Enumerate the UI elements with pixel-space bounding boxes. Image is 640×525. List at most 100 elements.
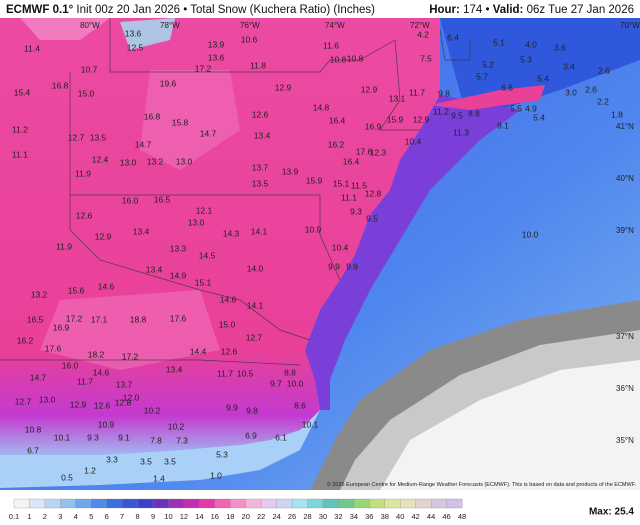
snow-amount-label: 14.5: [199, 250, 216, 260]
latitude-label: 40°N: [616, 174, 634, 183]
colorbar-segment: [430, 498, 448, 509]
snow-amount-label: 6.7: [27, 445, 39, 455]
colorbar-segment: [353, 498, 370, 509]
snow-amount-label: 13.1: [389, 93, 406, 103]
colorbar-tick-label: 48: [458, 512, 466, 521]
snow-amount-label: 3.0: [565, 87, 577, 97]
colorbar-segment: [44, 498, 61, 509]
snow-amount-label: 13.4: [254, 130, 271, 140]
snow-amount-label: 15.0: [78, 88, 95, 98]
product-name: Total Snow (Kuchera Ratio) (Inches): [190, 4, 375, 16]
snow-amount-label: 12.4: [92, 154, 109, 164]
colorbar-segment: [369, 498, 386, 509]
snow-amount-label: 13.0: [39, 394, 56, 404]
colorbar-segment: [307, 498, 324, 509]
snow-amount-label: 13.2: [31, 289, 48, 299]
snow-amount-label: 10.9: [305, 224, 322, 234]
snow-amount-label: 10.0: [522, 229, 539, 239]
snow-amount-label: 13.6: [208, 52, 225, 62]
snow-amount-label: 13.0: [176, 156, 193, 166]
colorbar-tick-label: 30: [319, 512, 327, 521]
snow-amount-label: 5.1: [493, 37, 505, 47]
valid-label: Valid:: [493, 4, 524, 16]
snow-amount-label: 14.7: [30, 372, 47, 382]
snow-amount-label: 14.1: [251, 226, 268, 236]
colorbar-tick-label: 9: [151, 512, 155, 521]
snow-amount-label: 12.1: [196, 205, 213, 215]
snow-amount-label: 16.8: [52, 80, 69, 90]
snow-amount-label: 17.6: [356, 146, 373, 156]
colorbar-tick-label: 44: [427, 512, 435, 521]
snow-amount-label: 1.0: [210, 470, 222, 480]
latitude-label: 36°N: [616, 384, 634, 393]
snow-amount-label: 12.6: [94, 400, 111, 410]
snow-amount-label: 13.7: [116, 379, 133, 389]
colorbar-tick-label: 12: [180, 512, 188, 521]
snow-amount-label: 1.2: [84, 465, 96, 475]
snow-amount-label: 12.0: [123, 392, 140, 402]
snow-amount-label: 13.4: [133, 226, 150, 236]
snow-amount-label: 10.0: [287, 378, 304, 388]
snow-amount-label: 14.0: [247, 263, 264, 273]
snow-amount-label: 7.3: [176, 435, 188, 445]
colorbar: 0.1 1 2 3 4 5 6 7 8 9 10 12 14 16 18 20 22 24 26 28 30 32 34 36…: [9, 498, 466, 521]
snow-amount-label: 14.7: [200, 128, 217, 138]
snow-amount-label: 9.5: [366, 213, 378, 223]
snow-amount-label: 0.5: [61, 472, 73, 482]
snow-amount-label: 2.2: [597, 96, 609, 106]
colorbar-tick-label: 22: [257, 512, 265, 521]
snow-amount-label: 12.7: [68, 132, 85, 142]
colorbar-tick-label: 2: [43, 512, 47, 521]
snow-amount-label: 10.6: [241, 34, 258, 44]
snow-amount-label: 17.2: [122, 351, 139, 361]
snow-amount-label: 4.0: [525, 39, 537, 49]
snow-amount-label: 14.6: [98, 281, 115, 291]
snow-amount-label: 16.2: [17, 335, 34, 345]
snow-amount-label: 16.4: [329, 115, 346, 125]
colorbar-segment: [60, 498, 77, 509]
colorbar-tick-label: 38: [381, 512, 389, 521]
snow-amount-label: 13.9: [208, 39, 225, 49]
snow-amount-label: 17.6: [45, 343, 62, 353]
snow-amount-label: 14.6: [220, 294, 237, 304]
snow-amount-label: 13.3: [170, 243, 187, 253]
snow-amount-label: 11.4: [24, 43, 40, 53]
colorbar-segment: [91, 498, 108, 509]
colorbar-tick-label: 40: [396, 512, 404, 521]
colorbar-tick-label: 1: [27, 512, 31, 521]
latitude-label: 39°N: [616, 226, 634, 235]
snow-amount-label: 11.1: [12, 149, 28, 159]
snow-amount-label: 17.1: [91, 314, 108, 324]
snow-amount-label: 15.1: [195, 277, 212, 287]
colorbar-tick-label: 6: [105, 512, 109, 521]
snow-amount-label: 8.8: [468, 108, 480, 118]
snow-amount-label: 14.3: [223, 228, 240, 238]
snow-amount-label: 3.4: [563, 61, 575, 71]
snow-amount-label: 18.2: [88, 349, 105, 359]
snow-amount-label: 6.6: [501, 82, 513, 92]
snow-amount-label: 4.2: [417, 29, 429, 39]
snow-amount-label: 1.8: [611, 109, 623, 119]
snow-amount-label: 14.7: [135, 139, 152, 149]
colorbar-segment: [214, 498, 231, 509]
snow-amount-label: 11.7: [77, 376, 93, 386]
snow-amount-label: 13.4: [146, 264, 163, 274]
snow-amount-label: 10.2: [144, 405, 161, 415]
colorbar-segment: [291, 498, 308, 509]
snow-amount-label: 16.8: [144, 111, 161, 121]
colorbar-segment: [400, 498, 417, 509]
snow-amount-label: 5.3: [216, 449, 228, 459]
map-background: [0, 18, 640, 490]
latitude-label: 41°N: [616, 122, 634, 131]
colorbar-tick-label: 10: [164, 512, 172, 521]
snow-amount-label: 16.9: [53, 322, 70, 332]
snow-amount-label: 12.8: [115, 397, 132, 407]
snow-amount-label: 12.9: [70, 399, 87, 409]
snow-amount-label: 10.1: [302, 419, 319, 429]
snow-amount-label: 10.2: [168, 421, 185, 431]
snow-amount-label: 10.7: [81, 64, 98, 74]
snow-amount-label: 13.6: [125, 28, 142, 38]
colorbar-tick-label: 16: [211, 512, 219, 521]
snow-amount-label: 10.8: [330, 54, 347, 64]
